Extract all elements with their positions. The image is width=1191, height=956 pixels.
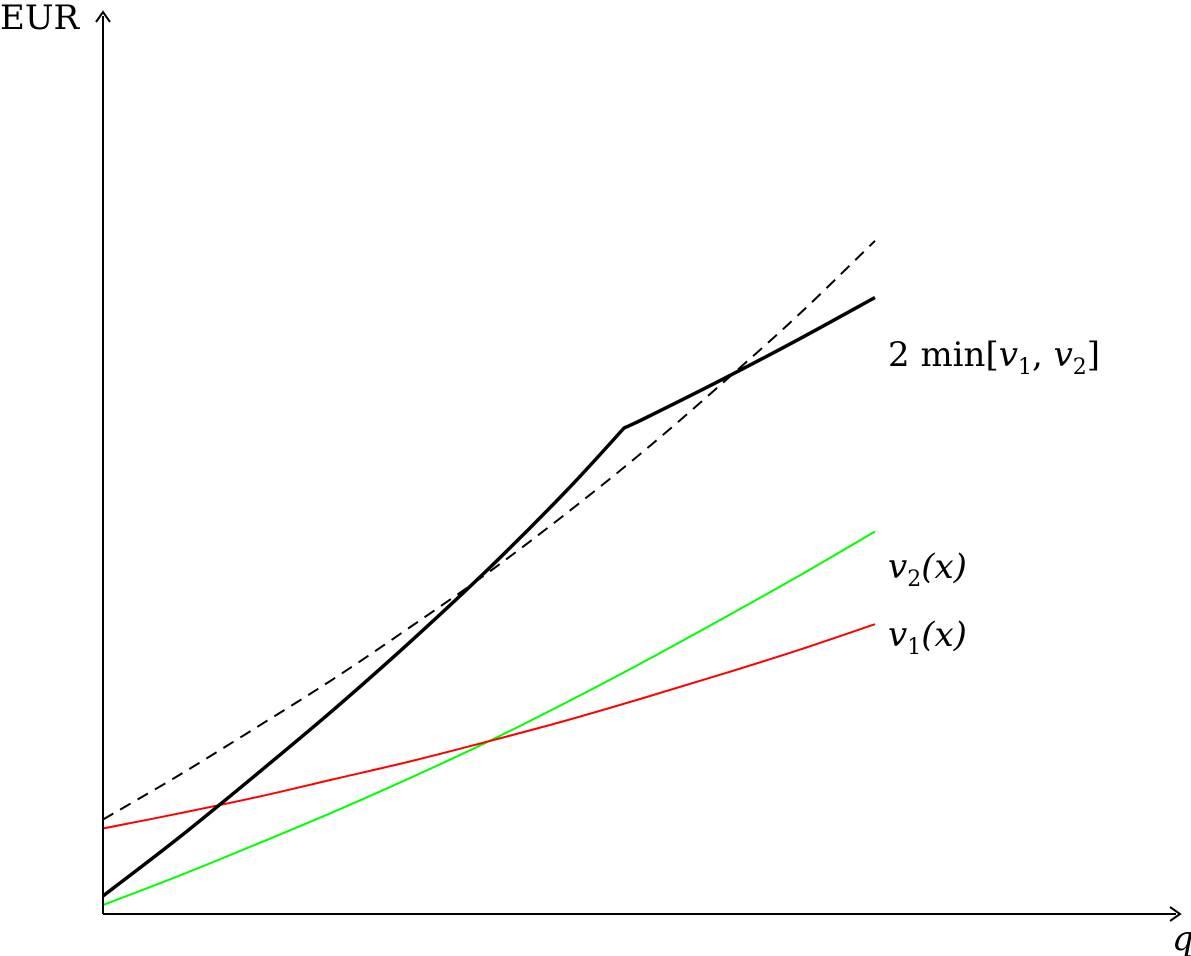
series-v2-line bbox=[102, 530, 876, 906]
curves-layer bbox=[101, 240, 876, 906]
y-axis-arrowhead bbox=[95, 10, 111, 23]
label-2min: 2 min[v1, v2] bbox=[888, 335, 1100, 380]
label-v1: v1(x) bbox=[888, 615, 967, 660]
series-2min-line bbox=[101, 295, 876, 898]
label-v2: v2(x) bbox=[888, 547, 967, 592]
x-axis-label: q bbox=[1172, 919, 1191, 956]
x-axis-arrowhead bbox=[1169, 906, 1182, 922]
series-dashed-line bbox=[102, 240, 876, 821]
series-v1-line bbox=[102, 623, 876, 830]
y-axis-label: EUR bbox=[0, 0, 80, 38]
